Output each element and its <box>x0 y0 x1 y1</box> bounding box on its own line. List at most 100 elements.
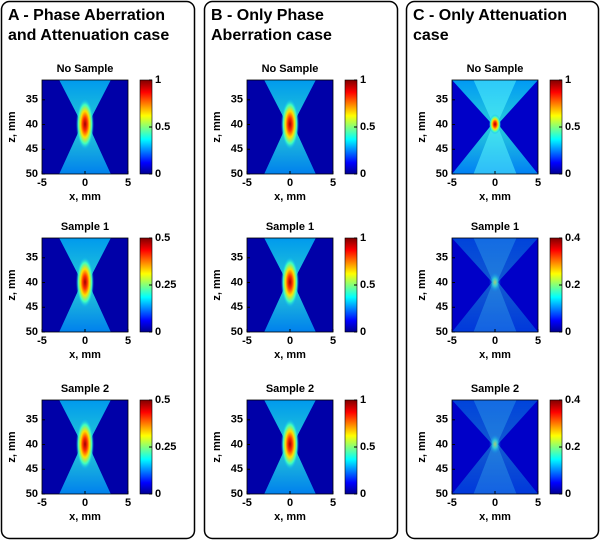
x-tick-label: 5 <box>330 335 336 347</box>
focal-spot <box>281 418 299 471</box>
colorbar-tick-label: 0 <box>155 168 161 180</box>
x-tick-label: 0 <box>82 497 88 509</box>
x-axis-label: x, mm <box>479 191 511 203</box>
x-tick-label: 5 <box>330 177 336 189</box>
colorbar-tick-label: 0.5 <box>360 279 375 291</box>
x-axis-label: x, mm <box>69 349 101 361</box>
panel-title: C - Only Attenuation <box>413 7 567 24</box>
colorbar-tick-label: 0.5 <box>565 121 580 133</box>
heatmap-image <box>42 80 128 174</box>
panel-title: A - Phase Aberration <box>8 7 165 24</box>
plot-title: Sample 2 <box>61 383 109 395</box>
plot-title: Sample 1 <box>61 221 109 233</box>
y-tick-label: 35 <box>436 414 448 426</box>
x-tick-label: -5 <box>242 335 252 347</box>
y-tick-label: 40 <box>26 276 38 288</box>
panel-frame <box>0 0 196 540</box>
focal-spot <box>489 114 501 135</box>
x-axis-label: x, mm <box>69 191 101 203</box>
y-axis-label: z, mm <box>211 269 223 300</box>
y-tick-label: 45 <box>231 143 243 155</box>
y-tick-label: 40 <box>26 438 38 450</box>
x-tick-label: -5 <box>37 497 47 509</box>
heatmap-image <box>42 400 128 494</box>
y-tick-label: 45 <box>231 463 243 475</box>
colorbar-tick-label: 0.2 <box>565 441 580 453</box>
x-tick-label: 0 <box>492 335 498 347</box>
colorbar-tick-label: 0.5 <box>360 441 375 453</box>
y-tick-label: 50 <box>26 488 38 500</box>
y-tick-label: 35 <box>231 414 243 426</box>
x-tick-label: 5 <box>535 497 541 509</box>
x-tick-label: 0 <box>287 177 293 189</box>
focal-spot <box>76 256 94 309</box>
y-tick-label: 40 <box>26 118 38 130</box>
colorbar-tick-label: 0 <box>155 326 161 338</box>
y-tick-label: 45 <box>26 301 38 313</box>
y-axis-label: z, mm <box>416 111 428 142</box>
colorbar-tick-label: 0.5 <box>155 232 170 244</box>
x-axis-label: x, mm <box>479 349 511 361</box>
colorbar-tick-label: 0 <box>565 168 571 180</box>
panel-title: case <box>413 27 449 44</box>
plot-title: Sample 1 <box>266 221 314 233</box>
colorbar-tick-label: 0 <box>565 326 571 338</box>
y-tick-label: 50 <box>26 168 38 180</box>
plot-title: No Sample <box>57 63 114 75</box>
colorbar-tick-label: 0 <box>360 488 366 500</box>
colorbar-tick-label: 0 <box>360 326 366 338</box>
colorbar-tick-label: 0 <box>360 168 366 180</box>
x-tick-label: 5 <box>125 177 131 189</box>
y-tick-label: 50 <box>436 326 448 338</box>
plot-title: Sample 1 <box>471 221 519 233</box>
y-axis-label: z, mm <box>211 111 223 142</box>
plot-title: No Sample <box>467 63 524 75</box>
focal-spot <box>76 418 94 471</box>
focal-spot <box>489 272 501 293</box>
x-tick-label: 5 <box>535 335 541 347</box>
colorbar-tick-label: 1 <box>155 74 161 86</box>
y-tick-label: 45 <box>26 463 38 475</box>
colorbar-tick-label: 0.25 <box>155 279 176 291</box>
y-tick-label: 35 <box>231 94 243 106</box>
colorbar-tick-label: 0.4 <box>565 394 581 406</box>
y-tick-label: 40 <box>436 438 448 450</box>
x-tick-label: -5 <box>242 497 252 509</box>
y-tick-label: 45 <box>26 143 38 155</box>
colorbar-tick-label: 0.25 <box>155 441 176 453</box>
x-tick-label: -5 <box>37 177 47 189</box>
y-tick-label: 50 <box>231 168 243 180</box>
x-axis-label: x, mm <box>274 349 306 361</box>
x-axis-label: x, mm <box>479 511 511 523</box>
plot-title: Sample 2 <box>471 383 519 395</box>
x-tick-label: 0 <box>287 335 293 347</box>
y-tick-label: 40 <box>231 118 243 130</box>
x-tick-label: 0 <box>287 497 293 509</box>
y-tick-label: 35 <box>436 252 448 264</box>
x-tick-label: -5 <box>37 335 47 347</box>
heatmap-image <box>247 238 333 332</box>
colorbar-tick-label: 0.5 <box>155 121 170 133</box>
y-tick-label: 40 <box>231 276 243 288</box>
heatmap-image <box>452 238 538 332</box>
y-tick-label: 35 <box>231 252 243 264</box>
focal-spot <box>76 98 94 151</box>
plot-title: Sample 2 <box>266 383 314 395</box>
x-tick-label: 0 <box>82 177 88 189</box>
focal-spot <box>281 98 299 151</box>
plot-title: No Sample <box>262 63 319 75</box>
y-tick-label: 40 <box>231 438 243 450</box>
x-axis-label: x, mm <box>274 511 306 523</box>
y-axis-label: z, mm <box>416 431 428 462</box>
heatmap-image <box>247 400 333 494</box>
x-axis-label: x, mm <box>69 511 101 523</box>
panel-title: Aberration case <box>211 27 332 44</box>
y-tick-label: 50 <box>436 168 448 180</box>
y-axis-label: z, mm <box>416 269 428 300</box>
x-tick-label: 0 <box>492 177 498 189</box>
panel-frame <box>405 0 600 540</box>
y-tick-label: 35 <box>436 94 448 106</box>
x-tick-label: -5 <box>447 335 457 347</box>
